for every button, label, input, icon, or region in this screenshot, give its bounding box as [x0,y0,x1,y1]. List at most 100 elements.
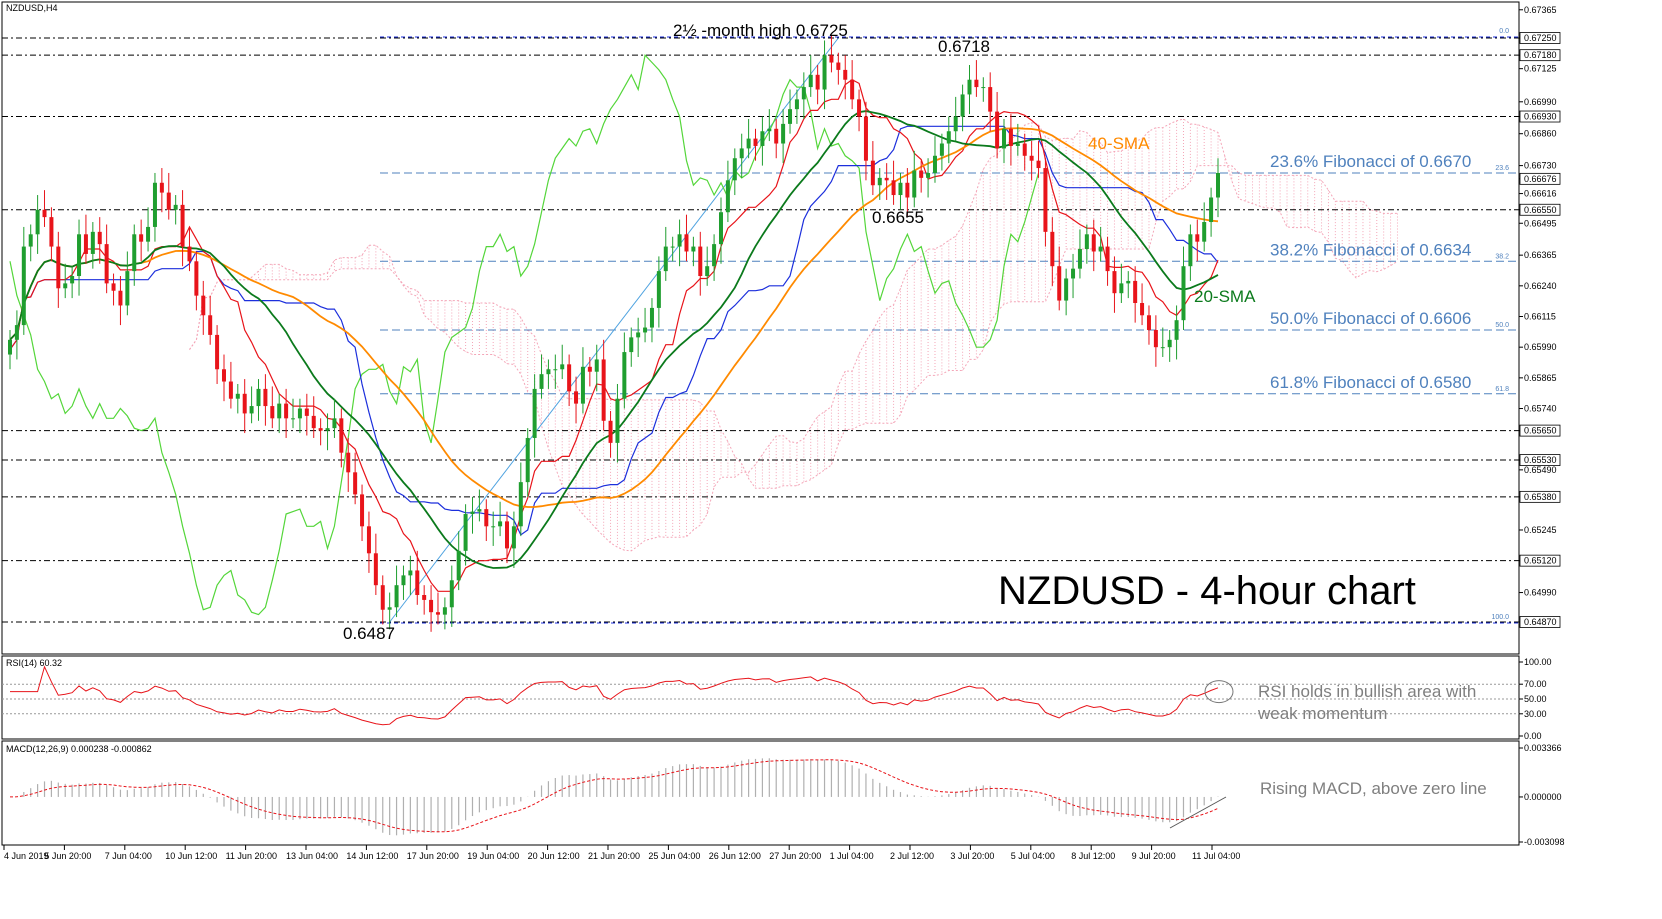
candle-body [415,570,420,596]
candle-body [1160,347,1165,349]
candle-body [539,374,544,389]
candles-layer [8,35,1220,632]
price-tick-label: 0.65380 [1524,492,1557,502]
time-tick-label: 21 Jun 20:00 [588,851,640,861]
candle-body [995,111,1000,149]
price-tick-label: 0.66616 [1524,189,1557,199]
price-tick-label: 0.67180 [1524,50,1557,60]
price-tag-box [1519,110,1561,123]
time-tick-label: 2 Jul 12:00 [890,851,934,861]
price-tick-label: 0.66240 [1524,281,1557,291]
price-tag-box [1519,616,1561,628]
candle-body [139,234,144,242]
candle-body [491,526,496,528]
time-tick-label: 8 Jul 12:00 [1071,851,1115,861]
rsi-tick-label: 50.00 [1524,694,1547,704]
candle-body [850,79,855,100]
candle-body [14,325,19,340]
rsi-header: RSI(14) 60.32 [6,658,62,668]
time-tick-label: 25 Jun 04:00 [648,851,700,861]
macd-layer: MACD(12,26,9) 0.000238 -0.000862 0.003366… [6,743,1565,847]
rsi-tick-label: 0.00 [1524,731,1542,741]
candle-body [1146,315,1151,330]
candle-body [898,182,903,196]
candle-body [1050,231,1055,267]
candle-body [208,315,213,335]
price-tick-label: 0.66115 [1524,312,1556,322]
fibonacci-label: 61.8% Fibonacci of 0.6580 [1270,373,1471,392]
price-tag-box [1519,454,1561,466]
rsi-tick-label: 30.00 [1524,709,1547,719]
candle-body [498,521,503,527]
candle-body [1202,222,1207,242]
price-tick-label: 0.64870 [1524,617,1557,627]
fibonacci-tag: 61.8 [1495,386,1509,393]
symbol-header: NZDUSD,H4 [6,3,58,13]
candle-body [974,79,979,88]
candle-body [580,366,585,404]
candle-body [429,599,434,613]
macd-trend-line [1169,796,1227,829]
candle-body [926,172,931,178]
candle-body [387,607,392,610]
candle-body [56,246,61,289]
tenkan-sen-line [9,78,1219,592]
horizontal-levels-layer [2,36,1519,624]
macd-tick-label: 0.003366 [1524,743,1562,753]
candle-body [912,170,917,198]
sma40-line [9,127,1219,508]
time-tick-label: 17 Jun 20:00 [407,851,459,861]
candle-body [946,131,951,144]
candle-body [360,494,365,527]
candle-body [277,403,282,419]
candle-body [1071,268,1076,279]
candle-body [311,415,316,429]
price-tag-box [1519,49,1561,62]
macd-tick-label: -0.003098 [1524,837,1565,847]
time-tick-label: 20 Jun 12:00 [528,851,580,861]
candle-body [1036,160,1041,169]
time-tick-label: 5 Jun 20:00 [44,851,91,861]
candle-body [90,231,95,254]
price-tick-label: 0.67125 [1524,64,1557,74]
fibonacci-tag: 50.0 [1495,322,1509,329]
rsi-layer: RSI(14) 60.32 100.00 70.00 50.00 30.00 0.00 RS… [2,657,1552,741]
candle-body [173,204,178,210]
candle-body [1188,234,1193,267]
time-tick-label: 9 Jul 20:00 [1132,851,1176,861]
candle-body [339,418,344,453]
candle-body [35,209,40,235]
candle-body [470,511,475,515]
macd-note: Rising MACD, above zero line [1260,779,1487,798]
candle-body [1181,266,1186,321]
candle-body [829,55,834,63]
price-tick-label: 0.66860 [1524,129,1557,139]
chikou-span-line [9,53,1040,616]
candle-body [125,271,130,306]
candle-body [905,182,910,198]
price-tick-label: 0.66495 [1524,218,1557,228]
candle-body [594,359,599,372]
fibonacci-label: 50.0% Fibonacci of 0.6606 [1270,309,1471,328]
candle-body [242,393,247,414]
candle-body [484,509,489,527]
candle-body [8,339,12,355]
candle-body [221,369,226,382]
candle-body [249,406,254,414]
price-tag-box [1519,490,1561,503]
candle-body [656,271,661,308]
fibonacci-tag: 38.2 [1495,253,1509,260]
candle-body [104,244,109,284]
candle-body [435,612,440,615]
candle-body [83,234,88,254]
candle-body [118,290,123,306]
candle-body [705,266,710,277]
candle-body [1091,234,1096,252]
candle-body [808,74,813,88]
price-tick-label: 0.66730 [1524,161,1557,171]
candle-body [788,109,793,124]
candle-body [1064,278,1069,301]
macd-pane-frame [1,740,1520,846]
candle-body [836,62,841,70]
